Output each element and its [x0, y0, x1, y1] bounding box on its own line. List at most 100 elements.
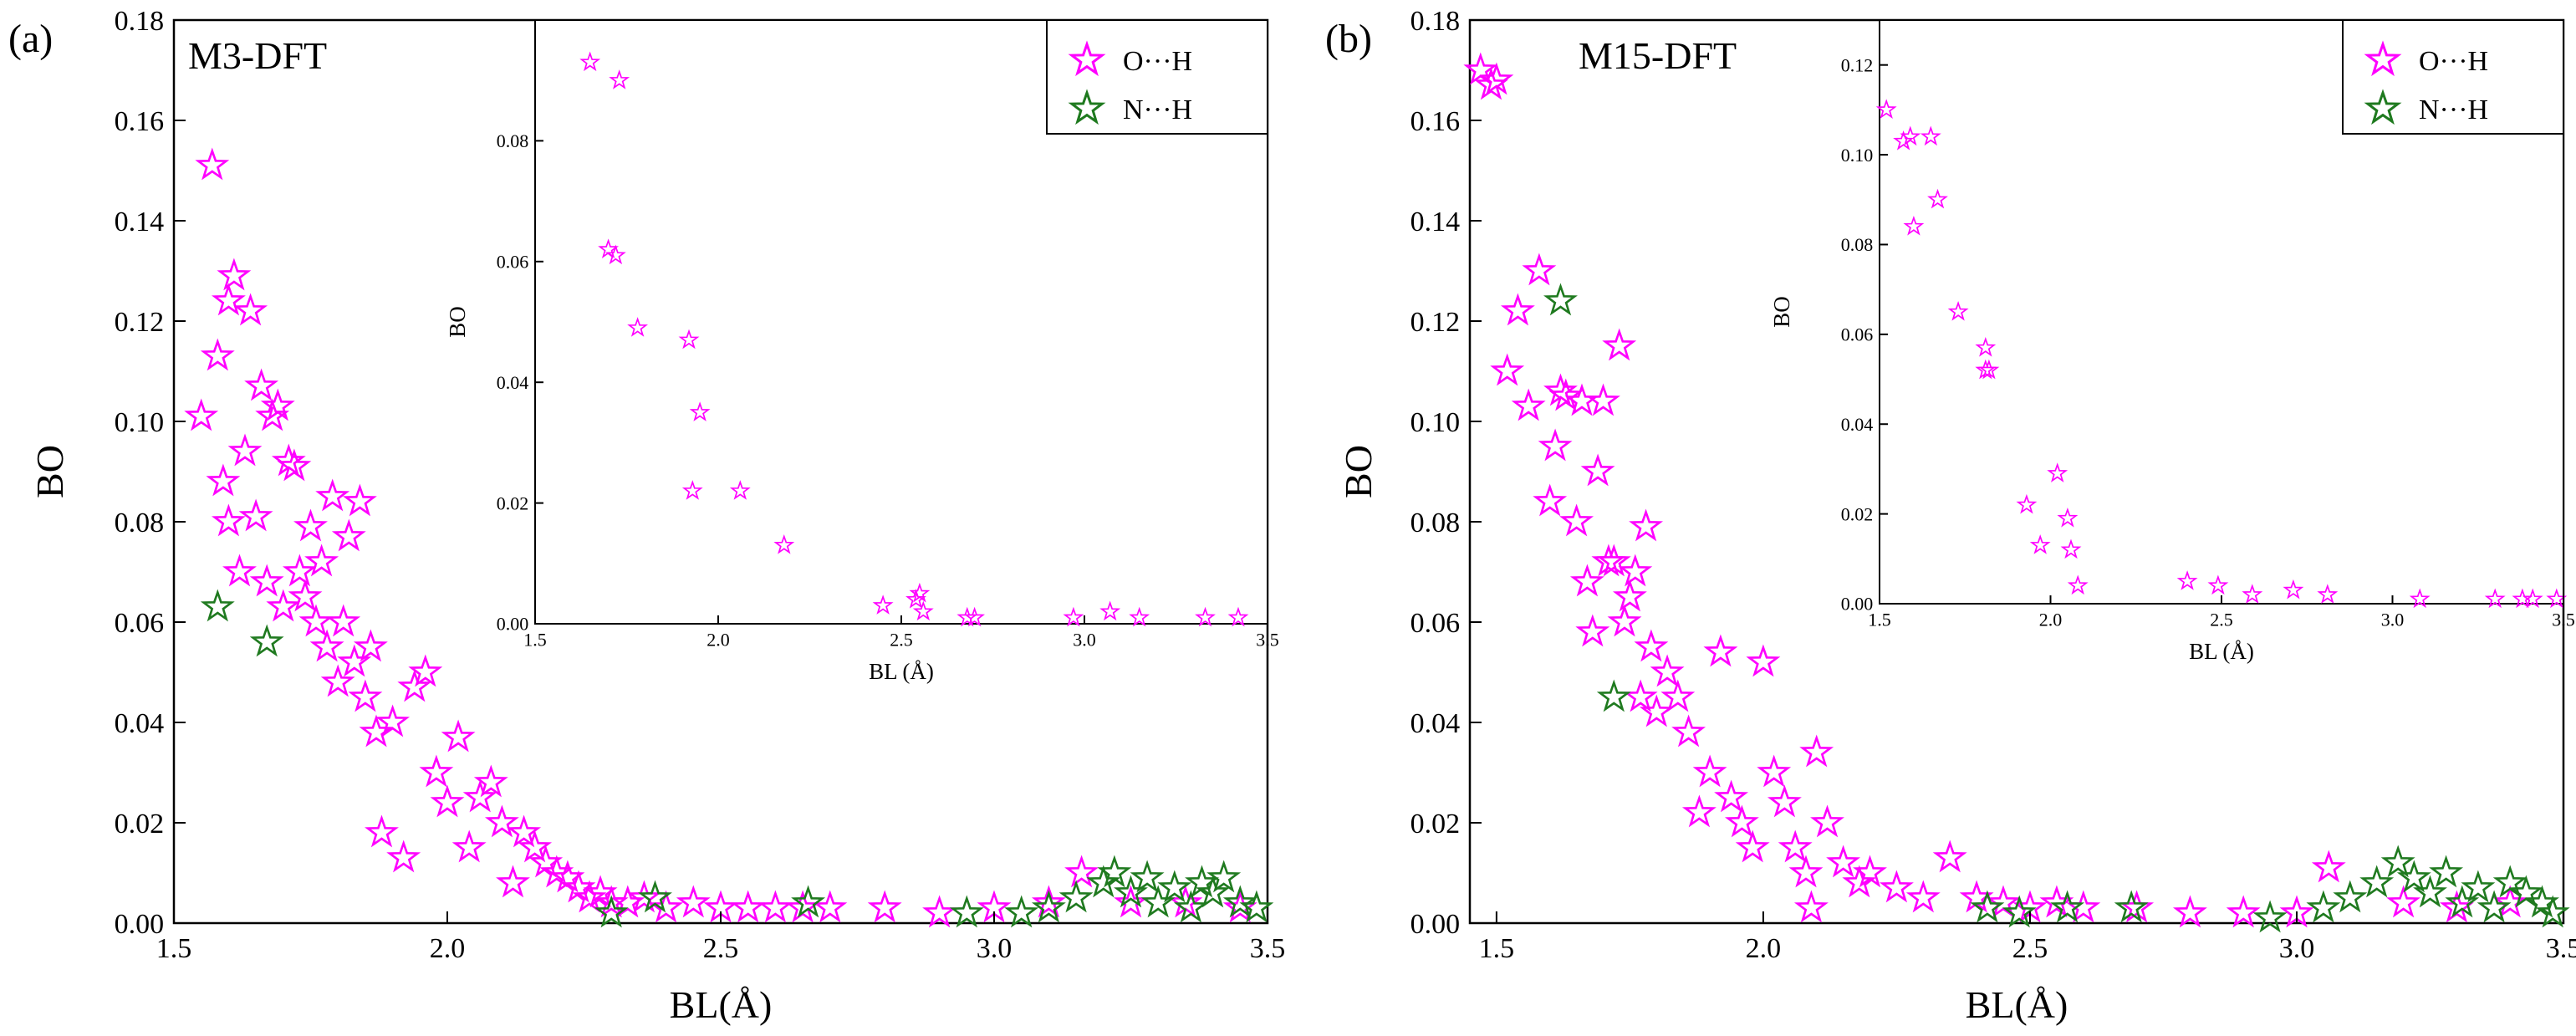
axis-b-y-tick-label: 0.04: [1410, 708, 1461, 739]
axis-b-y-tick-label: 0.18: [1410, 6, 1461, 37]
scatter-a-point-oh: [871, 894, 899, 921]
scatter-b-point-nh: [2464, 874, 2492, 901]
scatter-a-point-oh: [204, 342, 232, 369]
scatter-b-point-oh: [2230, 899, 2257, 926]
scatter-b-point-oh: [1829, 849, 1857, 875]
inset-axis-b-x-tick-label: 2.5: [2210, 609, 2233, 630]
scatter-a-point-oh: [433, 788, 461, 815]
scatter-b-point-oh: [1910, 884, 1937, 911]
scatter-a-point-oh: [467, 783, 494, 810]
axis-b-y-tick-label: 0.06: [1410, 608, 1461, 639]
x-axis-title-a: BL(Å): [670, 983, 773, 1026]
scatter-b-point-nh: [1600, 683, 1628, 710]
scatter-a-point-nh: [1062, 884, 1089, 911]
scatter-a-point-oh: [226, 558, 253, 584]
scatter-b-point-oh: [1803, 738, 1830, 765]
y-axis-title-a: BO: [28, 445, 71, 498]
scatter-b-point-oh: [1771, 788, 1798, 815]
scatter-b-point-oh: [1664, 683, 1691, 710]
scatter-a-point-oh: [297, 513, 324, 539]
scatter-a-point-oh: [926, 899, 953, 926]
inset-axis-a-x-tick-label: 2.0: [706, 629, 730, 650]
scatter-a-point-oh: [302, 608, 329, 635]
scatter-b-point-nh: [2385, 849, 2412, 875]
scatter-b-point-oh: [1696, 758, 1723, 785]
scatter-a-point-nh: [1160, 874, 1188, 901]
scatter-a-point-oh: [368, 819, 395, 845]
inset-axis-a-y-tick-label: 0.06: [497, 252, 529, 273]
y-axis-title-b: BO: [1337, 445, 1380, 498]
axis-a-y-tick-label: 0.16: [115, 106, 165, 137]
scatter-b-point-oh: [1632, 513, 1660, 539]
scatter-b-point-oh: [1610, 608, 1638, 635]
inset-axis-b-y-tick-label: 0.04: [1841, 414, 1874, 435]
scatter-a-point-oh: [329, 608, 357, 635]
axis-b-y-tick-label: 0.14: [1410, 207, 1461, 237]
axis-a-x-tick-label: 2.0: [430, 933, 466, 964]
scatter-a-point-oh: [286, 558, 314, 584]
scatter-a-point-oh: [680, 889, 707, 916]
inset-axis-b-x-tick-label: 3.0: [2381, 609, 2405, 630]
scatter-a-point-oh: [198, 151, 226, 178]
legend-a: O···H N···H: [1047, 20, 1268, 134]
axis-b-x-tick-label: 1.5: [1479, 933, 1515, 964]
scatter-b-point-oh: [1493, 357, 1521, 384]
scatter-a-point-oh: [242, 503, 269, 529]
scatter-b-point-oh: [1563, 508, 1590, 534]
axis-a-y-tick-label: 0.04: [115, 708, 165, 739]
scatter-a-point-oh: [346, 487, 374, 514]
scatter-a-point-oh: [510, 819, 538, 845]
axis-b-x-tick-label: 3.5: [2546, 933, 2576, 964]
scatter-b-point-oh: [1739, 834, 1767, 860]
scatter-a-point-oh: [734, 894, 762, 921]
scatter-b-point-oh: [1728, 809, 1756, 835]
axis-a-x-tick-label: 3.0: [977, 933, 1013, 964]
figure: (a) (b) 1.5 2.0 2.5 3.0 3.50.000.020.040.060…: [0, 0, 2576, 1036]
scatter-a-point-oh: [269, 593, 297, 620]
scatter-b-point-oh: [1653, 658, 1681, 685]
scatter-b-point-oh: [1515, 392, 1543, 419]
inset-axis-b-x-tick-label: 2.0: [2039, 609, 2063, 630]
scatter-a-point-oh: [411, 658, 439, 685]
scatter-b-point-oh: [1637, 633, 1665, 660]
legend-nh-label-b: N···H: [2419, 94, 2488, 125]
scatter-b-point-oh: [1798, 894, 1825, 921]
scatter-b-point-oh: [1627, 683, 1655, 710]
scatter-a-point-oh: [253, 568, 281, 595]
scatter-b-point-oh: [1616, 583, 1644, 610]
inset-axis-a-y-tick-label: 0.02: [497, 492, 529, 513]
scatter-a-point-oh: [543, 859, 570, 885]
scatter-b-point-oh: [1579, 618, 1606, 645]
scatter-b-point-nh: [2432, 859, 2460, 885]
scatter-b-point-oh: [1574, 568, 1601, 595]
scatter-a-point-oh: [220, 262, 247, 288]
scatter-b-point-oh: [1504, 297, 1532, 324]
scatter-b-point-nh: [1547, 287, 1574, 314]
scatter-a-point-oh: [400, 673, 428, 700]
scatter-a-point-oh: [247, 372, 275, 399]
scatter-a-point-oh: [319, 482, 346, 509]
scatter-b-point-oh: [1686, 799, 1713, 825]
legend-oh-label-a: O···H: [1123, 46, 1192, 77]
inset-axis-a-x-tick-label: 2.5: [890, 629, 913, 650]
inset-axis-a-x-tick-label: 3.0: [1073, 629, 1096, 650]
axis-b-y-tick-label: 0.12: [1410, 307, 1461, 338]
chart-title-a: M3-DFT: [188, 34, 327, 77]
axis-b-y-tick-label: 0.02: [1410, 809, 1461, 840]
inset-axis-b-y-tick-label: 0.02: [1841, 503, 1874, 524]
scatter-b-point-oh: [1936, 844, 1964, 870]
scatter-a-point-oh: [379, 708, 406, 735]
scatter-a-point-oh: [237, 297, 264, 324]
legend-oh-label-b: O···H: [2419, 46, 2488, 77]
scatter-a-point-oh: [313, 633, 340, 660]
scatter-a-point-oh: [335, 523, 363, 549]
scatter-a-point-oh: [521, 834, 548, 860]
scatter-b-point-oh: [1782, 834, 1809, 860]
axis-b-x-tick-label: 3.0: [2279, 933, 2315, 964]
scatter-b-point-nh: [2512, 879, 2540, 906]
scatter-a-point-nh: [953, 899, 981, 926]
axis-a-y-tick-label: 0.06: [115, 608, 165, 639]
inset-axis-b-y-tick-label: 0.06: [1841, 324, 1874, 345]
scatter-b-point-oh: [2176, 899, 2204, 926]
scatter-b-point-nh: [2309, 894, 2337, 921]
